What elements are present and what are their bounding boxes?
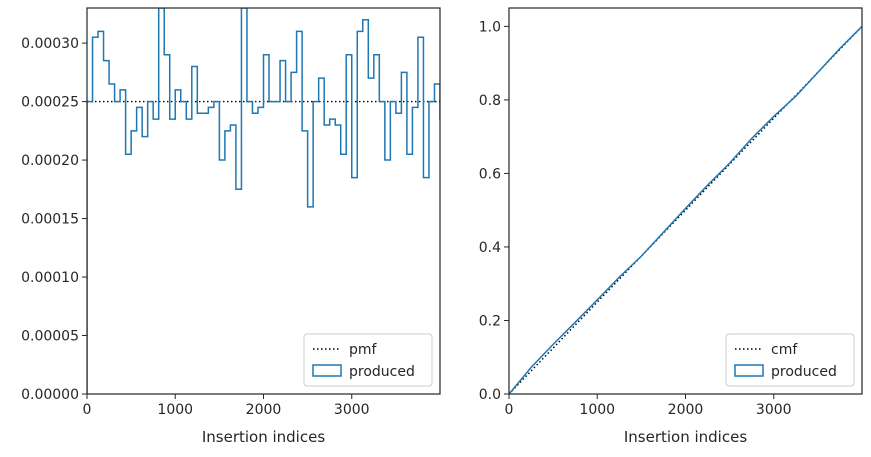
y-tick-label: 0.00010: [21, 270, 79, 286]
y-tick-label: 0.0: [479, 387, 501, 403]
x-tick-label: 2000: [668, 402, 704, 418]
plot-area: [509, 25, 862, 394]
legend-label-produced: produced: [349, 364, 415, 380]
series-produced-step: [87, 8, 440, 394]
y-tick-label: 0.00030: [21, 36, 79, 52]
y-tick-label: 0.00020: [21, 153, 79, 169]
y-tick-label: 0.00025: [21, 95, 79, 111]
legend-box: [303, 333, 433, 387]
plot-area: [87, 8, 440, 394]
y-tick-label: 0.00000: [21, 387, 79, 403]
y-tick-label: 0.2: [479, 313, 501, 329]
legend-label-pmf: pmf: [349, 342, 378, 358]
legend-handle-produced: [312, 364, 342, 377]
x-tick-label: 3000: [334, 402, 370, 418]
x-tick-label: 0: [83, 402, 92, 418]
y-tick-label: 1.0: [479, 19, 501, 35]
series-produced-step: [509, 25, 862, 394]
legend-handle-produced: [734, 364, 764, 377]
x-axis-label: Insertion indices: [624, 428, 747, 446]
x-tick-label: 0: [505, 402, 514, 418]
chart-panel-2: 0 1000 2000 3000 0.0 0.2 0.4 0.6 0.8 1.0 Insertion…: [479, 7, 863, 446]
y-tick-label: 0.8: [479, 93, 501, 109]
y-tick-label: 0.00015: [21, 212, 79, 228]
legend-box: [725, 333, 855, 387]
x-tick-label: 2000: [246, 402, 282, 418]
chart-panel-1: 0 1000 2000 3000 0.00000 0.00005 0.00010 0.0001…: [21, 7, 441, 446]
y-tick-label: 0.4: [479, 240, 501, 256]
y-tick-label: 0.00005: [21, 329, 79, 345]
legend: cmf produced: [725, 333, 855, 387]
x-tick-label: 1000: [579, 402, 615, 418]
x-tick-label: 3000: [756, 402, 792, 418]
legend: pmf produced: [303, 333, 433, 387]
legend-label-produced: produced: [771, 364, 837, 380]
x-tick-label: 1000: [157, 402, 193, 418]
x-axis-label: Insertion indices: [202, 428, 325, 446]
legend-label-cmf: cmf: [771, 342, 798, 358]
y-tick-label: 0.6: [479, 166, 501, 182]
